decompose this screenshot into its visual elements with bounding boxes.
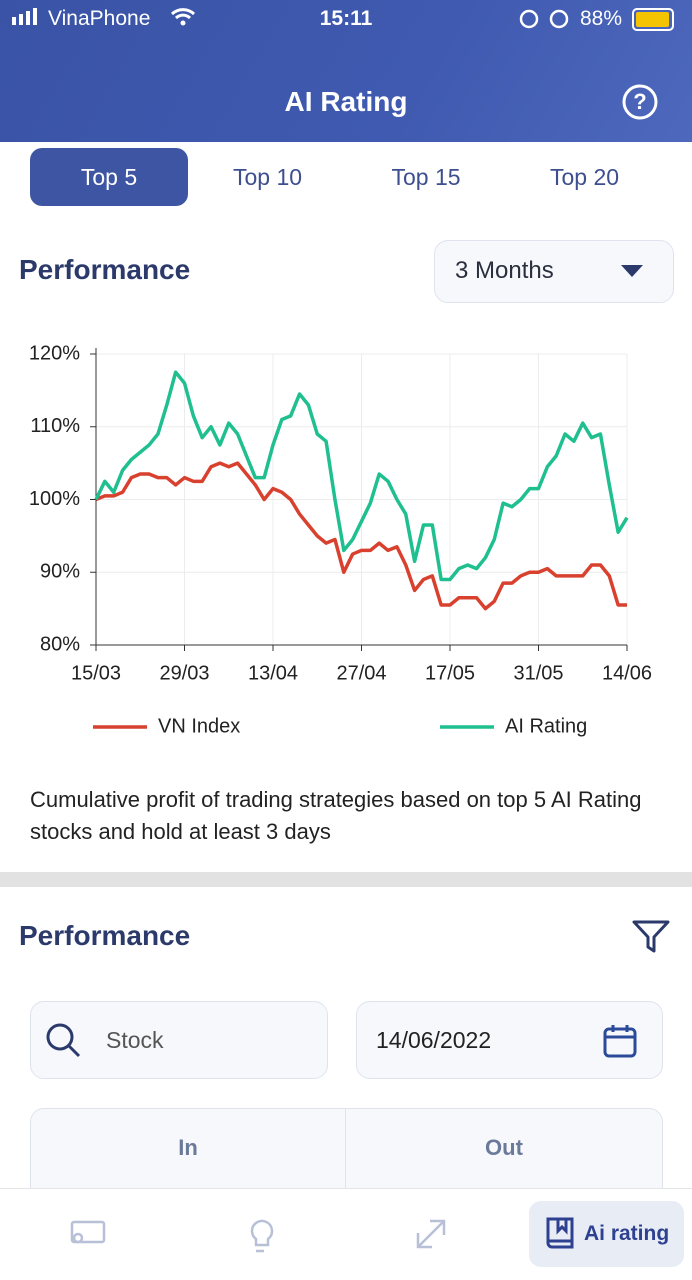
line bbox=[95, 461, 627, 611]
legend-label: AI Rating bbox=[505, 715, 587, 737]
x-tick-label: 29/03 bbox=[159, 662, 209, 684]
date-value: 14/06/2022 bbox=[376, 1027, 492, 1053]
x-tick-label: 13/04 bbox=[248, 662, 298, 684]
calendar-icon bbox=[603, 1025, 637, 1058]
y-tick-label: 120% bbox=[29, 342, 80, 364]
legend-label: VN Index bbox=[158, 715, 240, 737]
tab[interactable]: Top 20 bbox=[549, 164, 620, 190]
line bbox=[94, 370, 629, 582]
column-header: In bbox=[178, 1135, 198, 1160]
time: 15:11 bbox=[319, 7, 373, 30]
x-tick-label: 27/04 bbox=[336, 662, 386, 684]
status-icons: ? bbox=[12, 8, 674, 120]
x-tick-label: 15/03 bbox=[71, 662, 121, 684]
y-tick-label: 90% bbox=[40, 561, 80, 583]
description: Cumulative profit of trading strategies … bbox=[30, 787, 642, 844]
y-tick-label: 100% bbox=[29, 488, 80, 510]
filter-icon[interactable] bbox=[632, 920, 670, 954]
svg-text:?: ? bbox=[633, 89, 646, 114]
caret bbox=[621, 265, 643, 277]
column-divider bbox=[345, 1109, 346, 1209]
section-title: Performance bbox=[19, 920, 191, 951]
search-placeholder: Stock bbox=[106, 1027, 164, 1053]
tab[interactable]: Top 15 bbox=[391, 164, 461, 190]
divider bbox=[0, 872, 692, 887]
y-tick-label: 110% bbox=[30, 415, 80, 437]
header bbox=[0, 0, 692, 142]
header-title: AI Rating bbox=[284, 86, 408, 117]
date-input[interactable]: 14/06/2022 bbox=[356, 1001, 663, 1079]
tab[interactable]: Top 5 bbox=[30, 148, 188, 206]
search-icon bbox=[46, 1023, 81, 1058]
bottom-nav: Ai rating bbox=[0, 1188, 692, 1280]
range-label: 3 Months bbox=[455, 257, 554, 284]
x-tick-label: 14/06 bbox=[602, 662, 652, 684]
tab[interactable]: Top 10 bbox=[232, 164, 303, 190]
nav-label[interactable]: Ai rating bbox=[584, 1222, 670, 1245]
x-tick-label: 31/05 bbox=[513, 662, 563, 684]
nav-icons bbox=[70, 1201, 684, 1267]
section-title: Performance bbox=[19, 254, 191, 285]
y-tick-label: 80% bbox=[40, 633, 80, 655]
carrier: VinaPhone bbox=[48, 7, 151, 30]
column-header: Out bbox=[485, 1135, 523, 1160]
search-input[interactable]: Stock bbox=[30, 1001, 328, 1079]
battery: 88% bbox=[580, 7, 623, 30]
chart: 80% 90% 100% 110% 120% 15/03 29/03 13/04 27/04 17… bbox=[29, 342, 652, 737]
x-tick-label: 17/05 bbox=[425, 662, 475, 684]
range-dropdown[interactable]: 3 Months bbox=[434, 240, 674, 303]
